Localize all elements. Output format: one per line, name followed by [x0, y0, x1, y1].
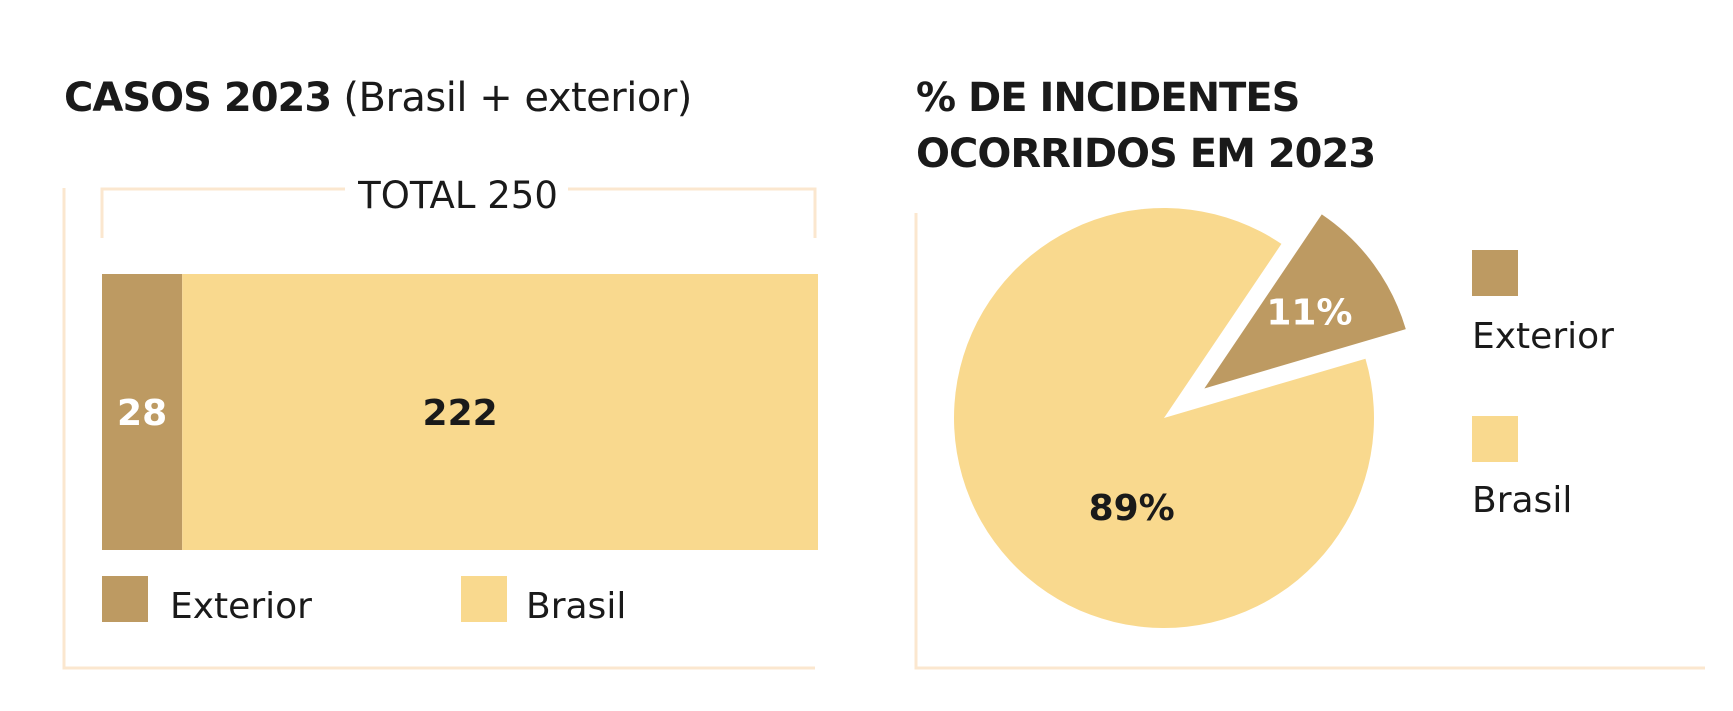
legend-label-brasil: Brasil — [526, 586, 626, 627]
legend-swatch-brasil — [1472, 416, 1518, 462]
bar-value-label-exterior: 28 — [117, 393, 167, 434]
legend-label-exterior: Exterior — [1472, 316, 1614, 357]
pie-chart-title: % DE INCIDENTES OCORRIDOS EM 2023 — [916, 70, 1516, 182]
legend-label-brasil: Brasil — [1472, 480, 1572, 521]
total-bracket-right — [568, 187, 817, 238]
bar-chart-frame — [62, 188, 815, 670]
bar-chart-title-subtitle: (Brasil + exterior) — [331, 75, 692, 121]
bar-chart-legend: Exterior Brasil — [102, 576, 626, 627]
pie-chart: 11% 89% — [953, 207, 1406, 629]
bar-segment-exterior — [102, 274, 183, 550]
total-label: TOTAL 250 — [357, 174, 558, 217]
pie-chart-legend: Exterior Brasil — [1472, 250, 1614, 521]
pie-slice-exterior — [1204, 214, 1406, 389]
legend-swatch-exterior — [102, 576, 148, 622]
pie-slice-brasil — [953, 207, 1374, 629]
bar-chart-title-bold: CASOS 2023 — [64, 75, 332, 121]
legend-swatch-exterior — [1472, 250, 1518, 296]
bar-chart-title: CASOS 2023 (Brasil + exterior) — [64, 70, 692, 126]
legend-label-exterior: Exterior — [170, 586, 312, 627]
pie-slice-label-brasil: 89% — [1089, 488, 1175, 529]
pie-chart-title-line1: % DE INCIDENTES — [916, 75, 1300, 121]
pie-chart-frame — [914, 213, 1705, 670]
pie-chart-title-line2: OCORRIDOS EM 2023 — [916, 131, 1376, 177]
stacked-bar: 28 222 — [102, 274, 818, 550]
total-bracket-left — [100, 187, 345, 238]
pie-slice-label-exterior: 11% — [1266, 293, 1352, 334]
legend-swatch-brasil — [461, 576, 507, 622]
bar-value-label-brasil: 222 — [423, 393, 498, 434]
bar-segment-brasil — [182, 274, 818, 550]
